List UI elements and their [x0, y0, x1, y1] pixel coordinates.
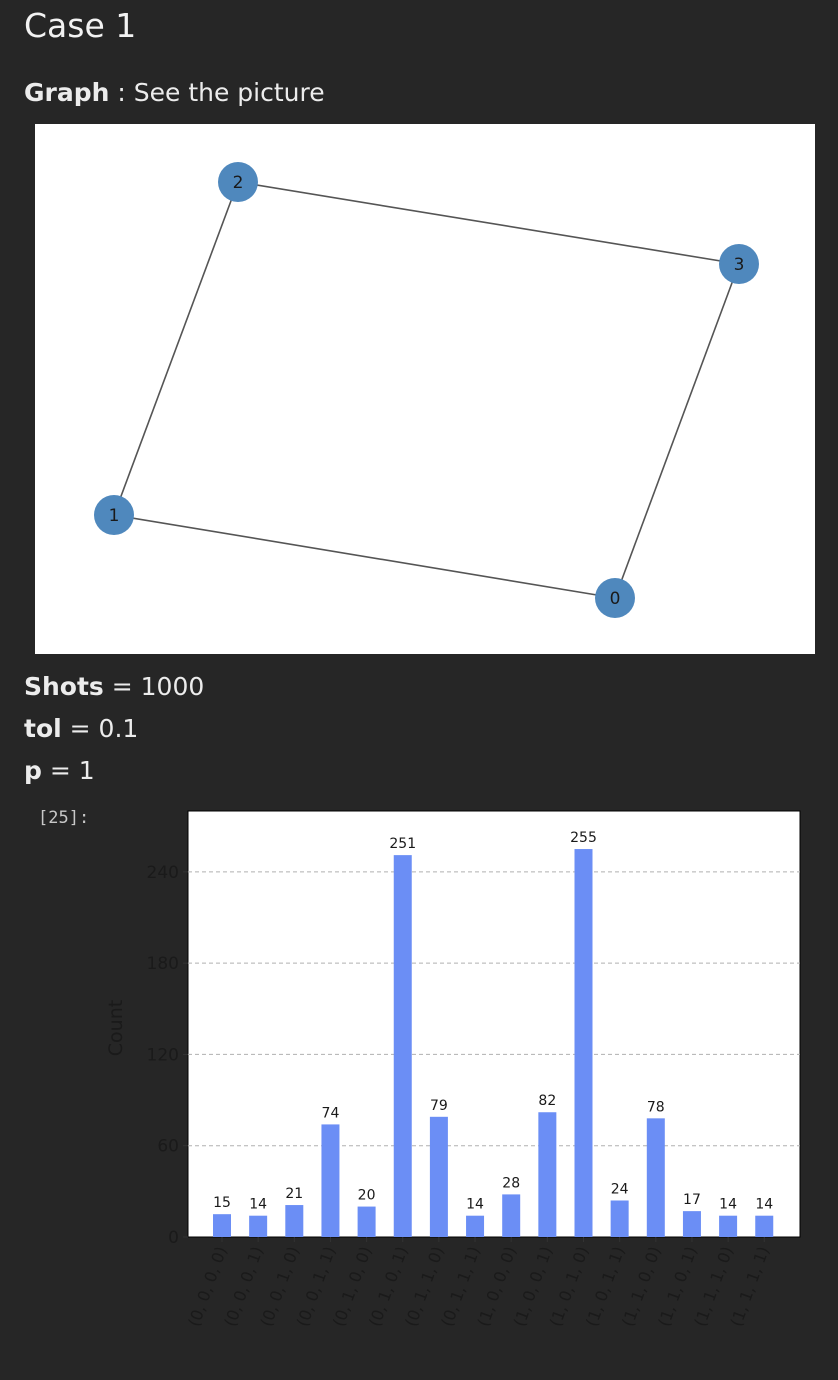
- bar-value-label-14: 14: [719, 1197, 737, 1213]
- graph-text: : See the picture: [109, 78, 325, 107]
- graph-edges: [113, 181, 740, 599]
- bar-14: [719, 1215, 738, 1237]
- y-tick-label-120: 120: [147, 1045, 179, 1065]
- y-axis-label: Count: [105, 1000, 127, 1056]
- tol-label: tol: [24, 714, 62, 743]
- tol-value: = 0.1: [61, 714, 139, 743]
- bar-13: [682, 1211, 701, 1237]
- bar-value-label-12: 78: [647, 1099, 665, 1115]
- p-label: p: [24, 756, 42, 785]
- graph-node-label-2: 2: [233, 173, 244, 193]
- shots-label: Shots: [24, 672, 104, 701]
- bar-2: [285, 1205, 304, 1237]
- bar-5: [393, 855, 412, 1237]
- y-tick-label-180: 180: [147, 954, 179, 974]
- bar-value-label-10: 255: [570, 830, 597, 846]
- bar-value-label-11: 24: [611, 1181, 629, 1197]
- bar-8: [502, 1194, 521, 1237]
- bar-9: [538, 1112, 557, 1237]
- graph-node-label-0: 0: [610, 589, 621, 609]
- graph-description: Graph : See the picture: [24, 76, 325, 110]
- bar-value-label-6: 79: [430, 1098, 448, 1114]
- bar-value-label-0: 15: [213, 1195, 231, 1211]
- graph-edge-1-0: [113, 514, 616, 599]
- graph-figure: 0 1 2 3: [35, 124, 815, 654]
- page-title: Case 1: [24, 6, 137, 45]
- graph-node-1: [94, 495, 134, 535]
- graph-node-label-1: 1: [109, 506, 120, 526]
- bar-value-label-4: 20: [358, 1188, 376, 1204]
- graph-node-0: [595, 578, 635, 618]
- bar-12: [646, 1118, 665, 1237]
- y-ticks: 0 60 120 180 240: [147, 863, 188, 1248]
- graph-edge-2-3: [237, 181, 740, 265]
- bar-0: [213, 1214, 231, 1237]
- bar-value-label-5: 251: [389, 836, 416, 852]
- plot-area: [187, 810, 801, 1238]
- graph-node-label-3: 3: [734, 255, 745, 275]
- graph-nodes: 0 1 2 3: [94, 162, 759, 618]
- bar-11: [610, 1200, 629, 1237]
- bar-1: [249, 1215, 268, 1237]
- y-tick-label-0: 0: [168, 1228, 179, 1248]
- bar-value-label-2: 21: [285, 1186, 303, 1202]
- graph-label: Graph: [24, 78, 110, 107]
- bar-15: [755, 1215, 774, 1237]
- bar-10: [574, 849, 593, 1237]
- bar-value-label-9: 82: [538, 1093, 556, 1109]
- p-value: = 1: [41, 756, 95, 785]
- graph-node-3: [719, 244, 759, 284]
- graph-edge-2-1: [113, 181, 239, 516]
- shots-value: = 1000: [103, 672, 205, 701]
- bar-labels: 15 14 21 74 20 251 79 14 28 82 255 24 78 17 14 14: [213, 830, 773, 1213]
- graph-svg: 0 1 2 3: [94, 162, 759, 618]
- bars: [213, 849, 774, 1237]
- histogram-output: 15 14 21 74 20 251 79 14 28 82 255 24 78 17 14 14 0 60 12…: [90, 800, 838, 1376]
- bar-7: [466, 1215, 485, 1237]
- x-ticks: (0, 0, 0, 0)(0, 0, 0, 1)(0, 0, 1, 0)(0, …: [184, 1237, 773, 1329]
- y-tick-label-240: 240: [147, 863, 179, 883]
- bar-value-label-13: 17: [683, 1192, 701, 1208]
- bar-4: [357, 1206, 376, 1237]
- shots-param: Shots = 1000: [24, 670, 204, 704]
- cell-prompt: [25]:: [38, 808, 90, 828]
- bar-value-label-7: 14: [466, 1197, 484, 1213]
- bar-value-label-1: 14: [249, 1197, 267, 1213]
- y-tick-label-60: 60: [157, 1137, 179, 1157]
- grid-lines: [188, 871, 800, 1147]
- bar-6: [429, 1116, 448, 1237]
- tol-param: tol = 0.1: [24, 712, 138, 746]
- bar-value-label-3: 74: [322, 1105, 340, 1121]
- graph-edge-0-3: [614, 263, 740, 599]
- graph-node-2: [218, 162, 258, 202]
- histogram-chart: 15 14 21 74 20 251 79 14 28 82 255 24 78 17 14 14 0 60 12…: [105, 810, 801, 1329]
- bar-value-label-15: 14: [755, 1197, 773, 1213]
- p-param: p = 1: [24, 754, 95, 788]
- bar-3: [321, 1124, 340, 1237]
- bar-value-label-8: 28: [502, 1175, 520, 1191]
